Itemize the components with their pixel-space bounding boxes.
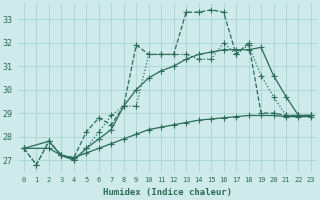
X-axis label: Humidex (Indice chaleur): Humidex (Indice chaleur) — [103, 188, 232, 197]
